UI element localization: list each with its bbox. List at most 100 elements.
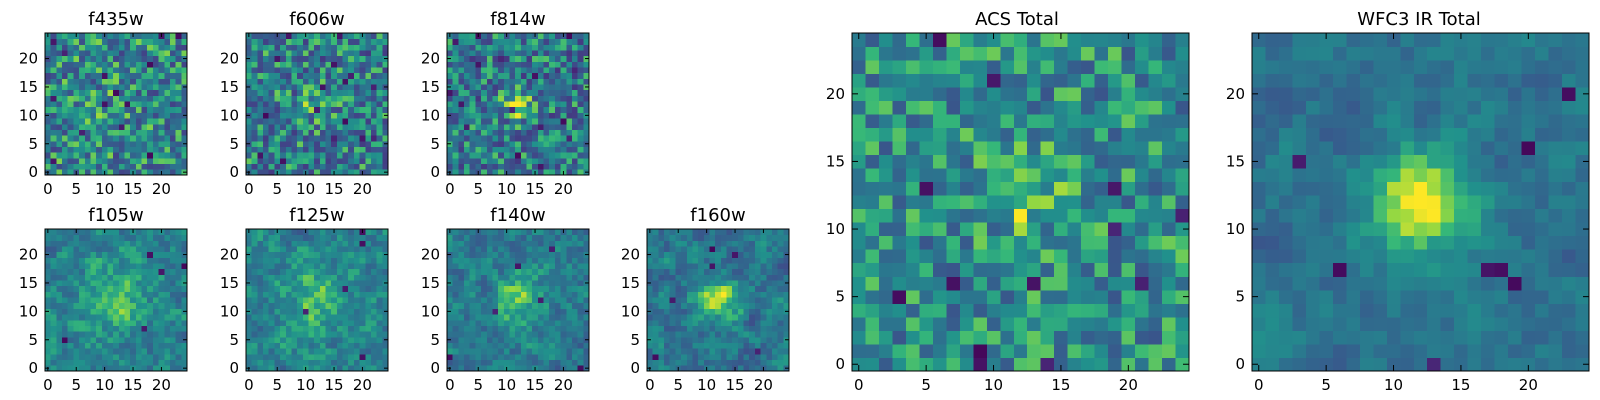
heatmap-cell bbox=[56, 152, 63, 159]
heatmap-cell bbox=[263, 229, 270, 236]
heatmap-cell bbox=[1013, 222, 1028, 237]
heatmap-cell bbox=[469, 348, 476, 355]
heatmap-cell bbox=[554, 44, 561, 51]
heatmap-cell bbox=[469, 240, 476, 247]
heatmap-cell bbox=[280, 38, 287, 45]
heatmap-cell bbox=[503, 112, 510, 119]
heatmap-cell bbox=[336, 106, 343, 113]
heatmap-cell bbox=[376, 163, 383, 170]
heatmap-cell bbox=[737, 314, 744, 321]
heatmap-cell bbox=[675, 302, 682, 309]
heatmap-cell bbox=[175, 129, 182, 136]
heatmap-cell bbox=[348, 152, 355, 159]
heatmap-cell bbox=[251, 152, 258, 159]
heatmap-cell bbox=[566, 263, 573, 270]
heatmap-cell bbox=[475, 61, 482, 68]
heatmap-cell bbox=[181, 72, 188, 79]
heatmap-cell bbox=[715, 240, 722, 247]
heatmap-cell bbox=[464, 72, 471, 79]
heatmap-cell bbox=[251, 33, 258, 40]
heatmap-cell bbox=[509, 140, 516, 147]
heatmap-cell bbox=[101, 95, 108, 102]
heatmap-cell bbox=[726, 325, 733, 332]
heatmap-cell bbox=[353, 257, 360, 264]
heatmap-cell bbox=[365, 331, 372, 338]
heatmap-cell bbox=[124, 146, 131, 153]
heatmap-cell bbox=[571, 135, 579, 142]
heatmap-cell bbox=[79, 263, 86, 270]
heatmap-cell bbox=[720, 246, 727, 253]
x-tick-label: 0 bbox=[43, 180, 53, 198]
heatmap-cell bbox=[181, 274, 188, 281]
heatmap-cell bbox=[152, 135, 159, 142]
heatmap-cell bbox=[331, 123, 338, 130]
heatmap-cell bbox=[532, 359, 539, 366]
heatmap-cell bbox=[486, 95, 493, 102]
heatmap-cell bbox=[308, 55, 315, 62]
heatmap-cell bbox=[537, 314, 544, 321]
heatmap-cell bbox=[101, 157, 108, 165]
heatmap-cell bbox=[158, 314, 165, 321]
heatmap-cell bbox=[268, 146, 275, 153]
heatmap-cell bbox=[382, 359, 389, 366]
heatmap-cell bbox=[475, 336, 482, 343]
heatmap-cell bbox=[737, 285, 744, 292]
heatmap-cell bbox=[503, 274, 510, 281]
heatmap-cell bbox=[577, 157, 584, 165]
heatmap-cell bbox=[532, 342, 539, 349]
heatmap-cell bbox=[749, 325, 756, 332]
heatmap-cell bbox=[1148, 168, 1163, 183]
heatmap-cell bbox=[905, 249, 920, 264]
heatmap-cell bbox=[67, 129, 74, 136]
heatmap-cell bbox=[130, 257, 137, 264]
heatmap-cell bbox=[96, 359, 103, 366]
heatmap-cell bbox=[107, 78, 114, 85]
heatmap-cell bbox=[113, 308, 120, 315]
heatmap-cell bbox=[130, 297, 137, 304]
heatmap-cell bbox=[158, 123, 165, 130]
heatmap-cell bbox=[577, 38, 584, 45]
heatmap-cell bbox=[469, 314, 476, 321]
heatmap-cell bbox=[325, 72, 332, 79]
y-tick-label: 10 bbox=[19, 106, 38, 124]
heatmap-cell bbox=[141, 234, 148, 241]
heatmap-cell bbox=[498, 297, 505, 304]
heatmap-cell bbox=[492, 229, 499, 236]
heatmap-cell bbox=[90, 67, 97, 74]
heatmap-cell bbox=[675, 291, 682, 298]
heatmap-cell bbox=[135, 246, 142, 253]
heatmap-cell bbox=[447, 118, 454, 125]
heatmap-cell bbox=[771, 342, 779, 349]
heatmap-cell bbox=[164, 285, 171, 292]
heatmap-cell bbox=[571, 263, 579, 270]
heatmap-cell bbox=[370, 257, 378, 264]
heatmap-cell bbox=[577, 348, 584, 355]
heatmap-cell bbox=[124, 118, 131, 125]
heatmap-cell bbox=[319, 95, 326, 102]
heatmap-cell bbox=[124, 285, 131, 292]
heatmap-cell bbox=[892, 195, 907, 210]
heatmap-cell bbox=[280, 101, 287, 108]
heatmap-cell bbox=[526, 123, 533, 130]
heatmap-cell bbox=[331, 55, 338, 62]
heatmap-cell bbox=[130, 319, 137, 326]
heatmap-cell bbox=[498, 229, 505, 236]
heatmap-cell bbox=[1013, 276, 1028, 291]
heatmap-cell bbox=[498, 263, 505, 270]
heatmap-cell bbox=[749, 308, 756, 315]
heatmap-cell bbox=[331, 268, 338, 275]
heatmap-cell bbox=[96, 72, 103, 79]
heatmap-cell bbox=[715, 291, 722, 298]
heatmap-cell bbox=[892, 262, 907, 277]
heatmap-cell bbox=[469, 342, 476, 349]
heatmap-cell bbox=[905, 262, 920, 277]
heatmap-cell bbox=[560, 297, 567, 304]
heatmap-cell bbox=[498, 163, 505, 170]
heatmap-cell bbox=[118, 263, 125, 270]
heatmap-cell bbox=[62, 106, 69, 113]
heatmap-cell bbox=[865, 154, 880, 169]
heatmap-cell bbox=[164, 152, 171, 159]
heatmap-cell bbox=[766, 308, 773, 315]
heatmap-cell bbox=[583, 157, 590, 165]
heatmap-cell bbox=[526, 118, 533, 125]
